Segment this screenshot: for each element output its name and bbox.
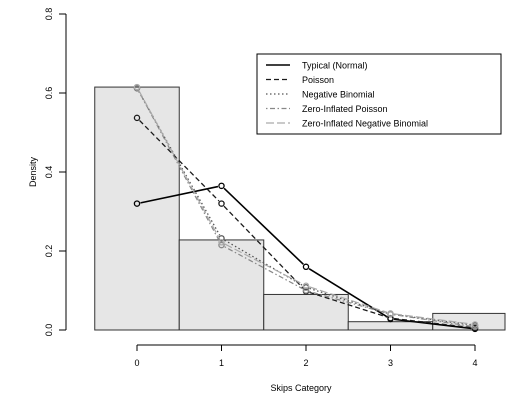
series-point (471, 323, 479, 331)
series-point (471, 321, 479, 328)
legend-entry: Typical (Normal) (302, 61, 368, 71)
legend-entry: Zero-Inflated Negative Binomial (302, 119, 428, 129)
series-point (218, 182, 225, 190)
axes: 0.0 0.2 0.4 0.6 0.8 0 1 2 3 4 (44, 8, 478, 368)
legend-box (256, 53, 502, 135)
legend-entry: Poisson (302, 75, 334, 85)
x-tick-label: 1 (219, 358, 224, 368)
y-axis-title: Density (28, 156, 38, 187)
series-point (133, 200, 141, 207)
series-point (302, 263, 310, 271)
series-group (133, 114, 479, 332)
series-line (393, 314, 472, 326)
histogram-bar (94, 86, 180, 331)
series-point (302, 282, 310, 290)
series-line (393, 313, 472, 325)
series-line (309, 287, 388, 314)
series-line (309, 286, 388, 313)
y-tick-label: 0.8 (44, 8, 54, 21)
series-point (218, 241, 225, 249)
series-line (309, 290, 388, 314)
series-line (394, 317, 472, 329)
model-series (133, 83, 479, 333)
series-line (140, 185, 219, 204)
series-line (224, 239, 304, 287)
series-line (393, 318, 472, 330)
legend: Typical (Normal) Poisson Negative Binomial… (256, 53, 502, 135)
series-point (218, 200, 225, 207)
y-tick-label: 0.2 (44, 245, 54, 258)
y-tick-label: 0.6 (44, 87, 54, 100)
series-line (224, 246, 304, 290)
series-line (139, 119, 220, 202)
series-point (387, 310, 394, 317)
series-line (223, 187, 304, 265)
series-point (133, 83, 141, 91)
series-line (224, 243, 304, 285)
legend-entry: Zero-Inflated Poisson (302, 104, 388, 114)
series-line (393, 314, 472, 327)
x-tick-label: 3 (388, 358, 393, 368)
series-group (133, 83, 479, 328)
histogram-bar (263, 293, 349, 331)
legend-entry: Negative Binomial (302, 90, 375, 100)
x-tick-label: 4 (472, 358, 477, 368)
series-line (138, 89, 221, 240)
series-point (133, 114, 141, 122)
series-line (223, 205, 304, 290)
x-axis-title: Skips Category (270, 383, 332, 393)
x-tick-label: 2 (303, 358, 308, 368)
series-line (309, 291, 388, 318)
y-tick-label: 0.0 (44, 324, 54, 337)
y-tick-label: 0.4 (44, 166, 54, 179)
series-point (218, 239, 225, 246)
x-tick-label: 0 (134, 358, 139, 368)
histogram-bar (178, 239, 265, 331)
